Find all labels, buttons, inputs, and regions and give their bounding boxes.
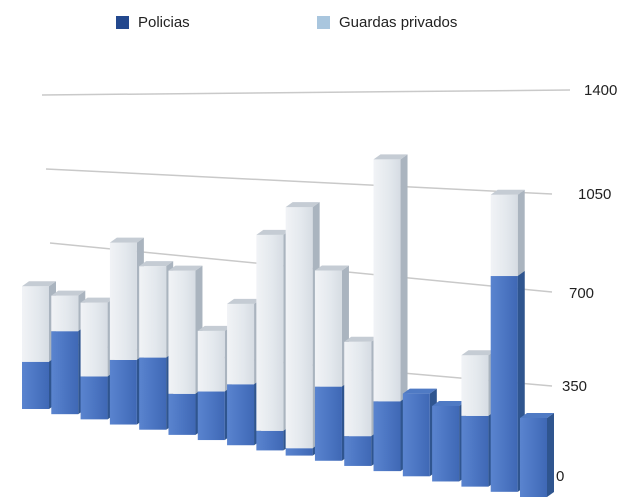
bar-policias	[256, 430, 284, 451]
bar-guardas-privados	[314, 270, 342, 387]
bar-top	[490, 189, 525, 195]
bar-top	[461, 350, 496, 356]
bar-policias	[139, 357, 167, 430]
y-tick-label-1050: 1050	[578, 186, 611, 203]
y-tick-label-0: 0	[556, 468, 564, 485]
bar-policias	[285, 448, 313, 456]
bar-policias	[520, 417, 547, 497]
bar-policias	[168, 393, 196, 435]
bar-guardas-privados	[80, 302, 108, 377]
bar-top	[344, 336, 379, 342]
bar-top	[80, 297, 115, 303]
bar-policias	[314, 386, 342, 461]
chart-legend: Policias Guardas privados	[0, 14, 622, 36]
legend-swatch-guardas-privados	[317, 16, 330, 29]
bar-guardas-privados	[168, 270, 196, 394]
bar-top	[139, 261, 174, 267]
bar-group	[51, 290, 86, 415]
bar-group	[373, 154, 408, 472]
bars	[22, 154, 554, 497]
bar-group	[520, 412, 554, 497]
bar-top	[285, 202, 320, 208]
legend-label-policias: Policias	[138, 14, 190, 31]
legend-label-guardas-privados: Guardas privados	[339, 14, 458, 31]
bar-top	[22, 281, 56, 287]
bar-group	[344, 336, 379, 466]
bar-top	[227, 298, 262, 304]
bar-group	[402, 388, 437, 477]
bar-guardas-privados	[490, 194, 518, 277]
bar-policias	[344, 436, 372, 466]
legend-item-guardas-privados: Guardas privados	[317, 14, 457, 31]
bar-group	[461, 350, 496, 487]
bar-guardas-privados	[197, 330, 225, 392]
bar-group	[168, 265, 203, 435]
legend-swatch-policias	[116, 16, 129, 29]
bar-top	[256, 229, 291, 235]
bar-group	[285, 202, 320, 456]
bar-group	[314, 265, 349, 461]
bar-guardas-privados	[227, 303, 255, 385]
bar-side	[547, 412, 554, 497]
y-tick-label-350: 350	[562, 378, 587, 395]
bar-policias	[432, 405, 460, 482]
bar-group	[490, 189, 525, 492]
bar-guardas-privados	[373, 159, 401, 402]
bar-policias	[490, 276, 518, 492]
bar-top	[51, 290, 86, 296]
bar-policias	[109, 359, 137, 425]
bar-top	[520, 412, 554, 418]
y-axis-tick-labels: 0 350 700 1050 1400	[556, 82, 617, 485]
bar-guardas-privados	[344, 341, 372, 437]
y-tick-label-1400: 1400	[584, 82, 617, 99]
bar-top	[109, 237, 144, 243]
bar-group	[139, 261, 174, 430]
bar-group	[197, 325, 232, 441]
bar-policias	[80, 376, 108, 420]
bar-top	[197, 325, 232, 331]
bar-guardas-privados	[51, 295, 79, 332]
bar-group	[227, 298, 262, 446]
bar-policias	[51, 331, 79, 415]
bar-policias	[461, 415, 489, 487]
bar-policias	[373, 401, 401, 472]
bar-guardas-privados	[139, 266, 167, 358]
gridline-1050	[45, 168, 553, 195]
gridline-1400	[41, 89, 571, 96]
bar-policias	[22, 361, 49, 409]
bar-top	[168, 265, 203, 271]
bar-top	[373, 154, 408, 160]
bar-group	[109, 237, 144, 425]
bar-group	[432, 400, 467, 482]
bar-top	[402, 388, 437, 394]
bar-guardas-privados	[256, 234, 284, 431]
bar-guardas-privados	[461, 355, 489, 416]
bar-policias	[197, 391, 225, 441]
bar-policias	[227, 384, 255, 446]
bar-guardas-privados	[285, 207, 313, 449]
bar-group	[22, 281, 56, 409]
bar-group	[256, 229, 291, 451]
y-tick-label-700: 700	[569, 285, 594, 302]
bar-group	[80, 297, 115, 420]
bar-guardas-privados	[109, 242, 137, 360]
bar-policias	[402, 393, 430, 477]
legend-item-policias: Policias	[116, 14, 190, 31]
bar-top	[314, 265, 349, 271]
bar-guardas-privados	[22, 286, 49, 362]
bar-top	[432, 400, 467, 406]
